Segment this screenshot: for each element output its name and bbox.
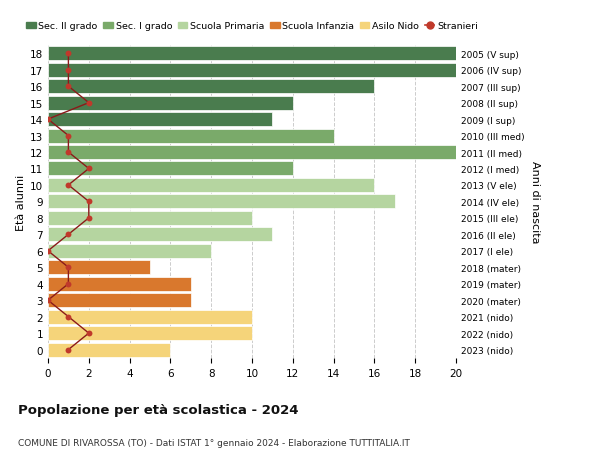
Bar (48, 244, 211, 258)
Point (84, 165, 94, 173)
Bar (48, 310, 252, 324)
Bar (48, 277, 191, 291)
Bar (48, 228, 272, 242)
Bar (48, 80, 374, 94)
Point (64, 50, 73, 58)
Bar (48, 261, 150, 274)
Bar (48, 96, 293, 110)
Point (64, 149, 73, 157)
Point (64, 182, 73, 189)
Bar (48, 195, 395, 209)
Bar (48, 343, 170, 357)
Text: COMUNE DI RIVAROSSA (TO) - Dati ISTAT 1° gennaio 2024 - Elaborazione TUTTITALIA.: COMUNE DI RIVAROSSA (TO) - Dati ISTAT 1°… (18, 438, 410, 447)
Point (64, 313, 73, 321)
Point (84, 215, 94, 222)
Bar (48, 113, 272, 127)
Point (84, 100, 94, 107)
Point (43, 297, 53, 304)
Y-axis label: Anni di nascita: Anni di nascita (530, 161, 540, 243)
Bar (48, 326, 252, 341)
Point (84, 330, 94, 337)
Point (43, 116, 53, 123)
Bar (48, 162, 293, 176)
Legend: Sec. II grado, Sec. I grado, Scuola Primaria, Scuola Infanzia, Asilo Nido, Stran: Sec. II grado, Sec. I grado, Scuola Prim… (22, 18, 482, 35)
Bar (48, 63, 456, 78)
Point (64, 280, 73, 288)
Bar (48, 47, 456, 61)
Point (43, 247, 53, 255)
Point (64, 231, 73, 239)
Y-axis label: Età alunni: Età alunni (16, 174, 26, 230)
Point (64, 133, 73, 140)
Bar (48, 146, 456, 160)
Bar (48, 294, 191, 308)
Point (64, 264, 73, 271)
Text: Popolazione per età scolastica - 2024: Popolazione per età scolastica - 2024 (18, 403, 299, 416)
Bar (48, 179, 374, 192)
Point (64, 67, 73, 74)
Point (84, 198, 94, 206)
Point (64, 83, 73, 90)
Point (64, 346, 73, 353)
Bar (48, 129, 334, 143)
Bar (48, 212, 252, 225)
